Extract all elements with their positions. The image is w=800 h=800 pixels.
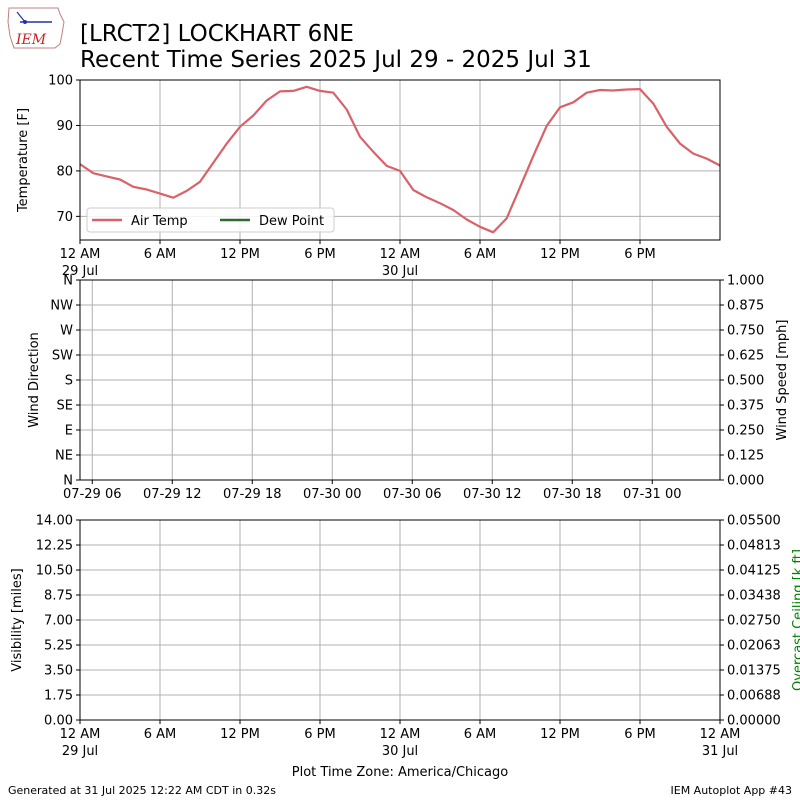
series-line-air-temp <box>79 85 721 234</box>
visibility-panel: 0.00 1.75 3.50 5.25 7.00 8.75 10.50 12.25 14.00 0… <box>36 514 781 760</box>
x-tick-label: 07-30 06 <box>383 487 441 502</box>
legend-entry: Dew Point <box>259 214 324 229</box>
y2-tick-label: 0.00688 <box>727 689 781 704</box>
wind-speed-axis-label: Wind Speed [mph] <box>775 320 790 441</box>
y-tick-label: W <box>60 324 73 339</box>
wind-barb-flag-icon <box>16 11 26 23</box>
y2-tick-label: 0.01375 <box>727 664 781 679</box>
y-tick-label: 12.25 <box>36 539 73 554</box>
y-tick-label: 3.50 <box>44 664 73 679</box>
x-tick-label: 07-29 12 <box>143 487 201 502</box>
legend: Air Temp Dew Point <box>86 207 335 233</box>
x-tick-sublabel: 30 Jul <box>382 744 418 759</box>
app-footer: IEM Autoplot App #43 <box>671 784 793 797</box>
y-tick-label: E <box>65 424 73 439</box>
x-tick-label: 12 PM <box>540 727 580 742</box>
x-tick-sublabel: 29 Jul <box>62 744 98 759</box>
y2-tick-label: 1.000 <box>727 274 764 289</box>
iem-logo: IEM <box>7 7 65 49</box>
y2-tick-label: 0.000 <box>727 474 764 489</box>
y2-tick-label: 0.02063 <box>727 639 781 654</box>
plot-frame <box>79 279 721 481</box>
plot-frame <box>79 519 721 721</box>
x-tick-label: 12 PM <box>220 247 260 262</box>
y-tick-label: 70 <box>56 210 73 225</box>
y-tick-label: SW <box>52 349 73 364</box>
x-tick-label: 07-30 18 <box>543 487 601 502</box>
temperature-axis-label: Temperature [F] <box>16 108 31 213</box>
x-tick-label: 6 AM <box>144 727 177 742</box>
x-tick-sublabel: 31 Jul <box>702 744 738 759</box>
y-tick-label: 1.75 <box>44 689 73 704</box>
x-tick-label: 12 AM <box>60 727 101 742</box>
y-tick-label: 100 <box>48 74 73 89</box>
y2-tick-label: 0.04813 <box>727 539 781 554</box>
x-tick-label: 12 AM <box>700 727 741 742</box>
y-tick-label: 10.50 <box>36 564 73 579</box>
plot-frame <box>79 79 721 241</box>
y-tick-label: N <box>63 474 73 489</box>
x-tick-label: 12 AM <box>380 247 421 262</box>
y2-tick-label: 0.375 <box>727 399 764 414</box>
y2-tick-label: 0.500 <box>727 374 764 389</box>
x-tick-label: 12 AM <box>60 247 101 262</box>
x-tick-label: 07-31 00 <box>623 487 681 502</box>
y2-tick-label: 0.125 <box>727 449 764 464</box>
x-tick-label: 6 AM <box>464 727 497 742</box>
y-tick-label: N <box>63 274 73 289</box>
y-tick-label: SE <box>57 399 73 414</box>
y-tick-label: 7.00 <box>44 614 73 629</box>
temperature-panel: 70 80 90 100 12 AM 29 Jul 6 AM 12 PM 6 PM 12 AM 30… <box>48 74 721 279</box>
y-tick-label: 80 <box>56 164 73 179</box>
generated-footer: Generated at 31 Jul 2025 12:22 AM CDT in… <box>8 784 276 797</box>
x-tick-label: 12 AM <box>380 727 421 742</box>
y2-tick-label: 0.05500 <box>727 514 781 529</box>
wind-panel: N NE E SE S SW W NW N 0.000 0.125 0.250 0.375 0.500 0.… <box>50 274 764 503</box>
y-tick-label: 5.25 <box>44 639 73 654</box>
x-tick-sublabel: 30 Jul <box>382 264 418 279</box>
x-tick-label: 6 PM <box>304 727 335 742</box>
x-tick-label: 12 PM <box>540 247 580 262</box>
wind-direction-axis-label: Wind Direction <box>27 332 42 428</box>
y2-tick-label: 0.03438 <box>727 589 781 604</box>
y-tick-label: NW <box>50 299 73 314</box>
x-tick-sublabel: 29 Jul <box>62 264 98 279</box>
x-tick-label: 07-29 18 <box>223 487 281 502</box>
x-tick-label: 07-30 12 <box>463 487 521 502</box>
y-tick-label: 0.00 <box>44 714 73 729</box>
x-tick-label: 07-30 00 <box>303 487 361 502</box>
y-tick-label: 8.75 <box>44 589 73 604</box>
y-tick-label: NE <box>55 449 73 464</box>
y2-tick-label: 0.625 <box>727 349 764 364</box>
legend-box <box>86 207 335 233</box>
y-tick-label: 90 <box>56 119 73 134</box>
timezone-label: Plot Time Zone: America/Chicago <box>292 765 508 780</box>
x-tick-label: 6 AM <box>464 247 497 262</box>
chart-title-line2: Recent Time Series 2025 Jul 29 - 2025 Ju… <box>80 47 592 73</box>
ceiling-axis-label: Overcast Ceiling [k ft] <box>791 549 800 691</box>
x-tick-label: 6 PM <box>624 727 655 742</box>
y2-tick-label: 0.250 <box>727 424 764 439</box>
visibility-axis-label: Visibility [miles] <box>10 568 25 671</box>
y2-tick-label: 0.02750 <box>727 614 781 629</box>
logo-text: IEM <box>15 32 47 48</box>
y-tick-label: 14.00 <box>36 514 73 529</box>
chart-title-line1: [LRCT2] LOCKHART 6NE <box>80 21 354 47</box>
legend-entry: Air Temp <box>131 214 188 229</box>
x-tick-label: 07-29 06 <box>63 487 121 502</box>
x-tick-label: 6 AM <box>144 247 177 262</box>
x-tick-label: 6 PM <box>624 247 655 262</box>
x-tick-label: 12 PM <box>220 727 260 742</box>
y2-tick-label: 0.04125 <box>727 564 781 579</box>
y2-tick-label: 0.750 <box>727 324 764 339</box>
x-tick-label: 6 PM <box>304 247 335 262</box>
y2-tick-label: 0.875 <box>727 299 764 314</box>
y-tick-label: S <box>65 374 73 389</box>
y2-tick-label: 0.00000 <box>727 714 781 729</box>
